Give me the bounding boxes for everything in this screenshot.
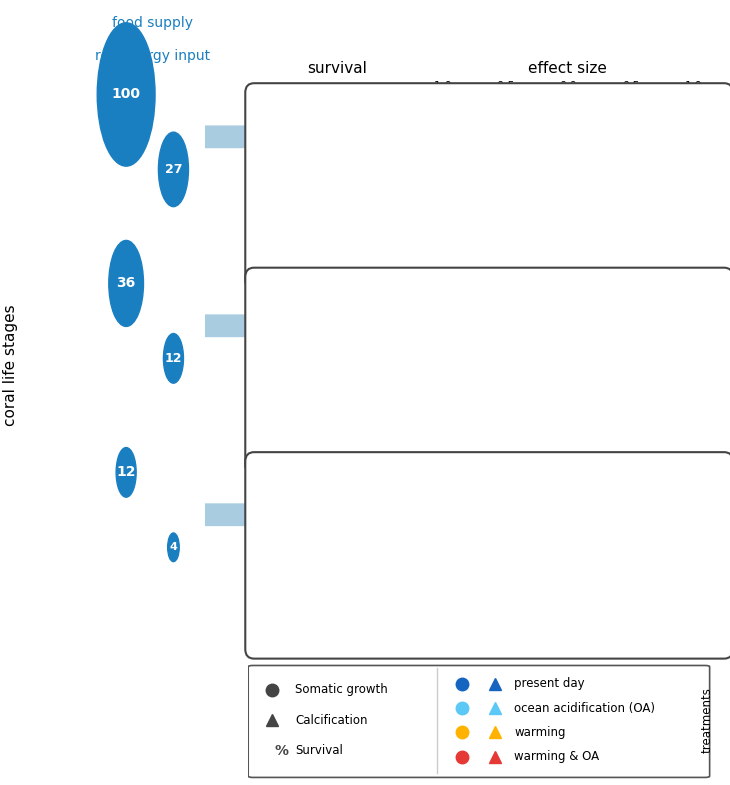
Circle shape xyxy=(158,132,188,206)
Bar xyxy=(416,98,719,187)
Text: 27: 27 xyxy=(165,163,182,176)
Text: -0.5: -0.5 xyxy=(493,81,515,91)
Text: 12: 12 xyxy=(165,352,182,365)
Text: 100 %: 100 % xyxy=(269,396,307,406)
Text: 33 %: 33 % xyxy=(366,604,396,613)
Bar xyxy=(416,187,719,275)
Text: %: % xyxy=(274,743,288,758)
Text: food supply: food supply xyxy=(112,16,193,31)
Circle shape xyxy=(116,447,137,497)
Text: Survival: Survival xyxy=(295,744,343,758)
Text: 0.0: 0.0 xyxy=(558,81,577,91)
Text: Somatic growth: Somatic growth xyxy=(295,683,388,696)
Text: 100 %: 100 % xyxy=(269,309,307,319)
Text: 100 %: 100 % xyxy=(269,494,307,504)
Text: present day: present day xyxy=(514,677,585,690)
Text: 100 %: 100 % xyxy=(269,150,307,159)
Text: treatments: treatments xyxy=(701,688,714,753)
FancyArrow shape xyxy=(205,119,258,155)
Text: LF: LF xyxy=(394,446,408,455)
Text: ocean acidification (OA): ocean acidification (OA) xyxy=(514,702,656,714)
Text: 4: 4 xyxy=(169,542,177,553)
Bar xyxy=(416,467,719,556)
Text: HF – high feeding: HF – high feeding xyxy=(267,106,369,116)
Text: HF: HF xyxy=(267,290,283,301)
Text: 100 %: 100 % xyxy=(363,419,401,429)
Text: 100 %: 100 % xyxy=(363,334,401,344)
Text: 0.5: 0.5 xyxy=(622,81,639,91)
Text: 12: 12 xyxy=(116,466,136,480)
Text: 100 %: 100 % xyxy=(269,580,307,590)
Text: 100 %: 100 % xyxy=(269,235,307,244)
Text: 100: 100 xyxy=(112,87,141,101)
Text: LF: LF xyxy=(394,630,408,641)
Text: 83 %: 83 % xyxy=(272,604,303,613)
Text: 100 %: 100 % xyxy=(363,309,401,319)
Bar xyxy=(416,371,719,459)
Text: coral life stages: coral life stages xyxy=(3,304,18,425)
Circle shape xyxy=(97,23,155,166)
Text: 1.0: 1.0 xyxy=(685,81,702,91)
Text: warming & OA: warming & OA xyxy=(514,750,599,763)
Bar xyxy=(416,556,719,644)
Text: 100 %: 100 % xyxy=(269,211,307,221)
FancyArrow shape xyxy=(205,497,258,533)
Text: LF – low feeding: LF – low feeding xyxy=(313,261,408,272)
FancyBboxPatch shape xyxy=(256,463,419,563)
FancyBboxPatch shape xyxy=(256,279,419,378)
Text: warming: warming xyxy=(514,726,566,739)
Text: 36: 36 xyxy=(117,276,136,290)
Text: 50 %: 50 % xyxy=(366,211,396,221)
Text: Calcification: Calcification xyxy=(295,714,368,727)
Text: 100 %: 100 % xyxy=(269,519,307,528)
FancyBboxPatch shape xyxy=(256,95,419,194)
Circle shape xyxy=(164,334,183,383)
Text: 67 %: 67 % xyxy=(366,235,397,244)
Text: 100 %: 100 % xyxy=(269,334,307,344)
Text: 50 %: 50 % xyxy=(366,519,396,528)
Text: rel. energy input: rel. energy input xyxy=(95,49,210,63)
Text: 17 %: 17 % xyxy=(366,580,397,590)
FancyArrow shape xyxy=(205,308,258,344)
Circle shape xyxy=(109,240,144,327)
Text: 67 %: 67 % xyxy=(366,396,397,406)
Bar xyxy=(416,283,719,371)
Text: 83 %: 83 % xyxy=(366,150,397,159)
Text: HF: HF xyxy=(267,475,283,485)
Text: effect size: effect size xyxy=(528,60,607,76)
Text: 100 %: 100 % xyxy=(269,419,307,429)
Circle shape xyxy=(168,533,180,561)
Text: survival: survival xyxy=(307,60,368,76)
FancyBboxPatch shape xyxy=(248,666,710,777)
Text: 100 %: 100 % xyxy=(269,125,307,135)
Text: -1.0: -1.0 xyxy=(431,81,452,91)
Text: 17 %: 17 % xyxy=(366,494,397,504)
Text: 67 %: 67 % xyxy=(366,125,397,135)
